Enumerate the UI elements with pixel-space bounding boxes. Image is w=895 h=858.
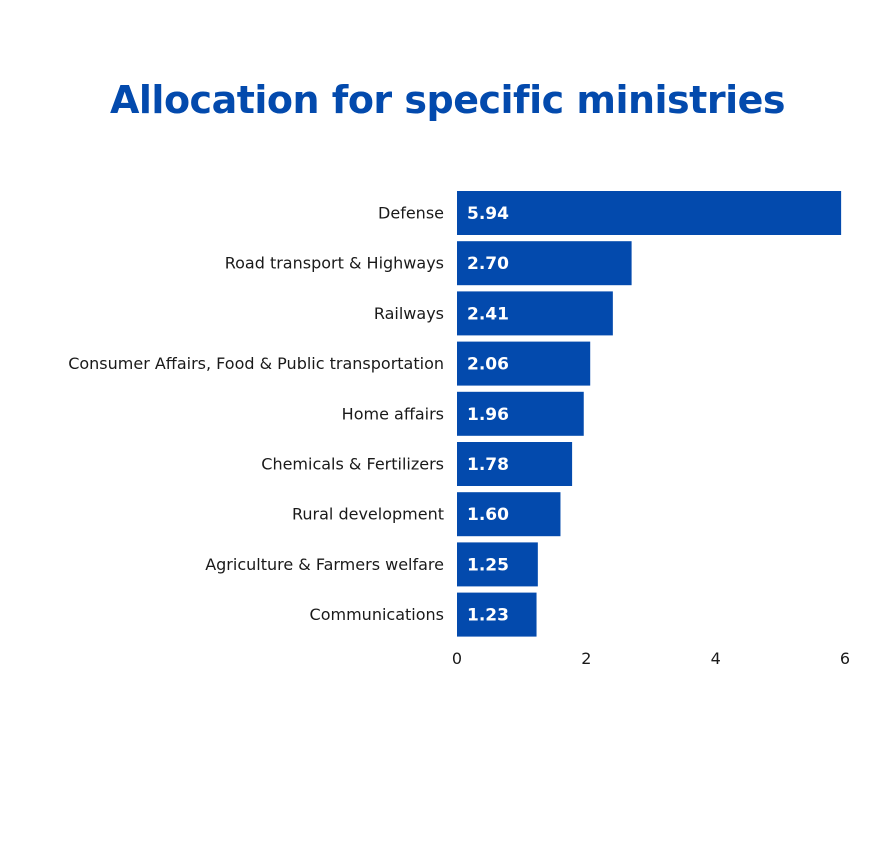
bar: [457, 341, 591, 386]
bar: [457, 592, 537, 637]
value-label: 1.60: [467, 505, 509, 525]
category-label: Communications: [310, 605, 444, 624]
category-label: Agriculture & Farmers welfare: [205, 555, 444, 574]
value-labels: 5.94 2.70 2.41 2.06 1.96 1.78 1.60 1.25 1.23: [467, 204, 509, 626]
value-label: 1.23: [467, 606, 509, 626]
x-axis-ticks: 0 2 4 6: [452, 649, 850, 668]
bar: [457, 542, 538, 587]
category-labels: Defense Road transport & Highways Railways…: [68, 204, 444, 625]
bars-group: [457, 191, 842, 637]
value-label: 1.96: [467, 405, 509, 425]
category-label: Defense: [378, 204, 444, 223]
category-label: Consumer Affairs, Food & Public transpor…: [68, 354, 444, 373]
value-label: 2.70: [467, 254, 509, 274]
category-label: Railways: [374, 304, 444, 323]
x-tick-label: 6: [840, 649, 850, 668]
bar: [457, 442, 573, 486]
value-label: 5.94: [467, 204, 509, 224]
bar: [457, 391, 584, 436]
x-tick-label: 2: [581, 649, 591, 668]
x-tick-label: 4: [711, 649, 721, 668]
bar: [457, 291, 613, 336]
value-label: 2.06: [467, 355, 509, 375]
chart-title: Allocation for specific ministries: [109, 78, 786, 122]
bar: [457, 492, 561, 537]
category-label: Rural development: [292, 505, 444, 524]
bar: [457, 191, 842, 235]
bar: [457, 241, 632, 286]
x-tick-label: 0: [452, 649, 462, 668]
value-label: 1.25: [467, 555, 509, 575]
category-label: Road transport & Highways: [225, 254, 444, 273]
category-label: Home affairs: [342, 404, 444, 423]
value-label: 1.78: [467, 455, 509, 475]
category-label: Chemicals & Fertilizers: [261, 455, 444, 474]
value-label: 2.41: [467, 304, 509, 324]
